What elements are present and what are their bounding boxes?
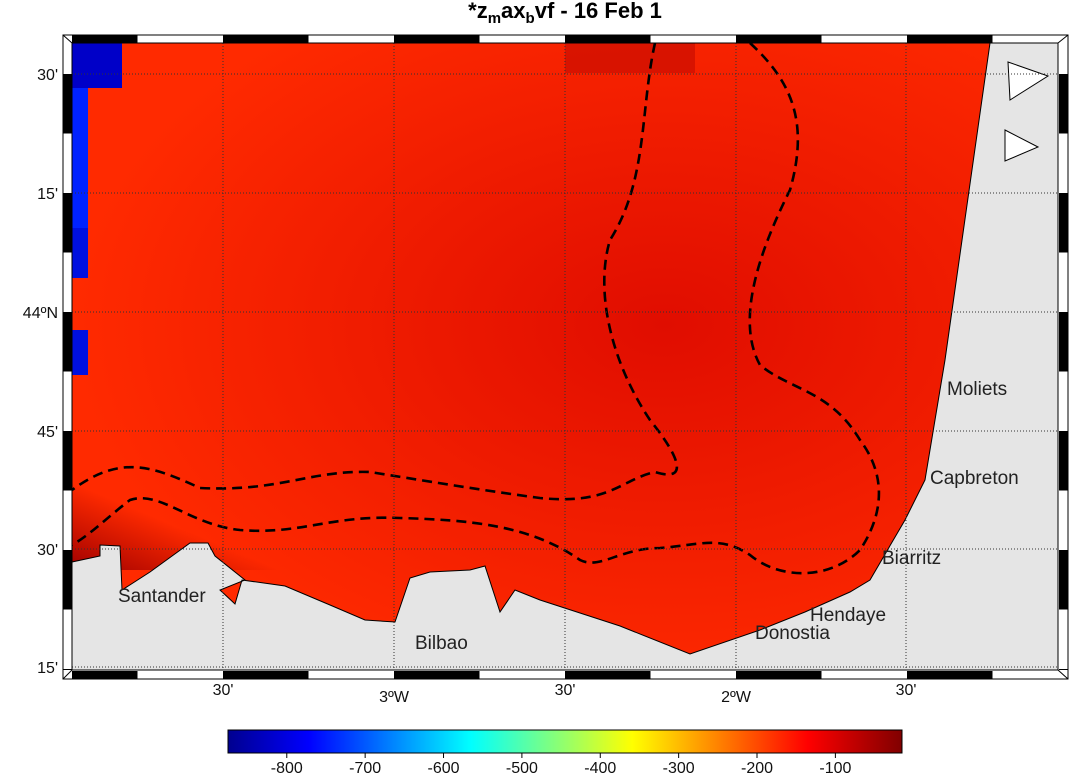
colorbar-tick-label: -300 [663,760,695,774]
frame-tick [1059,669,1068,670]
lon-label: 30' [555,682,576,699]
frame-tick [72,35,138,43]
place-label: Capbreton [930,468,1019,489]
place-label: Moliets [947,379,1007,400]
title: *zmaxbvf - 16 Feb 1 [468,0,662,27]
frame-tick [394,35,480,43]
place-label: Hendaye [810,605,886,626]
blue-patch [72,228,88,278]
frame-tick [1059,193,1068,253]
colorbar: -800 -700 -600 -500 -400 -300 -200 -100 [227,729,903,774]
lat-label: 44ºN [23,305,58,322]
colorbar-bar [227,729,903,754]
frame-tick [907,35,993,43]
frame-tick [565,35,651,43]
title-part: ax [501,0,526,23]
frame-tick [907,671,993,679]
frame-tick [63,312,72,372]
colorbar-tick-label: -400 [584,760,616,774]
contour-line [71,42,881,575]
frame [62,34,1069,680]
land [71,42,1059,671]
frame-tick [223,671,309,679]
grid: 30' 15' 44ºN 45' 30' 15' 30' 3ºW 30' 2ºW 30' [23,43,1058,706]
lat-label: 30' [37,67,58,84]
title-part: *z [468,0,488,23]
colorbar-tick-label: -200 [741,760,773,774]
frame-tick [63,550,72,610]
frame-tick [736,671,822,679]
lat-label: 15' [37,660,58,677]
frame-tick [1059,74,1068,134]
lat-label: 45' [37,424,58,441]
frame-corner [1057,34,1069,44]
frame-corner [62,669,73,680]
lat-label: 30' [37,542,58,559]
colorbar-tick-label: -700 [349,760,381,774]
lat-label: 15' [37,186,58,203]
frame-tick [565,671,651,679]
frame-corner [62,34,73,44]
place-label: Donostia [755,623,830,644]
title-sub: b [526,10,535,27]
frame-corner [1057,669,1069,680]
place-label: Biarritz [882,548,941,569]
colorbar-tick-label: -500 [506,760,538,774]
blue-patch [72,88,88,228]
frame-tick [72,671,138,679]
blue-patch [72,43,122,88]
frame-tick [223,35,309,43]
lon-label: 2ºW [721,689,752,706]
marker [1007,61,1050,101]
lon-label: 3ºW [379,689,410,706]
frame-tick [1059,431,1068,491]
frame-tick [394,671,480,679]
frame-tick [63,74,72,134]
frame-tick [1059,550,1068,610]
title-sub: m [488,10,501,27]
marker [1004,129,1040,162]
frame-tick [63,193,72,253]
frame-tick [63,431,72,491]
colorbar-tick-label: -100 [819,760,851,774]
colorbar-tick-label: -800 [271,760,303,774]
place-label: Bilbao [415,633,468,654]
lon-label: 30' [896,682,917,699]
frame-tick [63,669,72,670]
blue-patch [72,330,88,375]
frame-tick [736,35,822,43]
place-label: Santander [118,586,206,607]
title-part: vf - 16 Feb 1 [535,0,662,23]
dark-patch [565,43,695,73]
lon-label: 30' [213,682,234,699]
sea-field [71,42,1059,671]
frame-tick [1059,312,1068,372]
colorbar-tick-label: -600 [428,760,460,774]
